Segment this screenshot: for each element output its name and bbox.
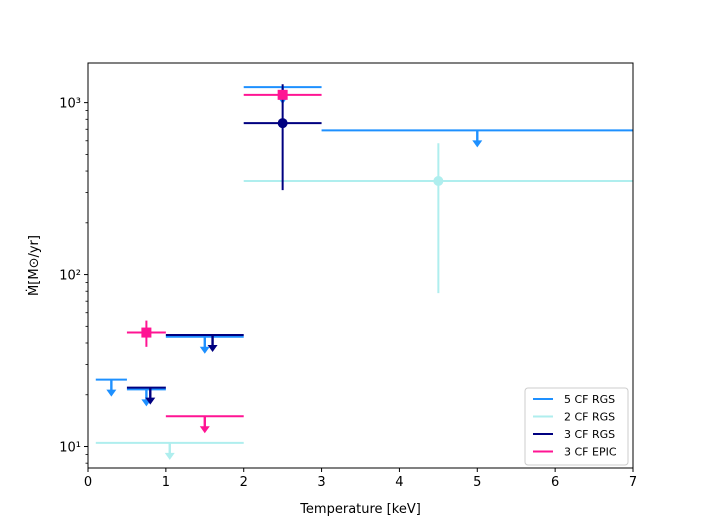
- 5-cf-rgs-arrow-head: [106, 389, 117, 397]
- 2-cf-rgs-marker: [433, 176, 444, 187]
- axes-layer: 0 1 2 3 4 5 6 7 10¹ 10² 10³: [59, 97, 637, 490]
- x-tick-label: 3: [317, 475, 325, 490]
- 5-cf-rgs-arrow-head: [199, 346, 210, 354]
- legend-label: 5 CF RGS: [564, 393, 615, 406]
- 5-cf-rgs-arrow-head: [472, 140, 483, 148]
- 3-cf-epic-marker: [277, 89, 288, 100]
- y-tick-label: 10¹: [59, 441, 81, 456]
- x-tick-label: 6: [551, 475, 559, 490]
- x-tick-label: 1: [162, 475, 170, 490]
- legend-label: 3 CF EPIC: [564, 446, 617, 459]
- series-3-cf-rgs: [126, 84, 322, 405]
- 3-cf-rgs-arrow-head: [207, 345, 218, 353]
- 3-cf-epic-marker: [141, 327, 152, 338]
- y-axis-label: Ṁ[M⊙/yr]: [26, 235, 42, 296]
- x-axis-label: Temperature [keV]: [299, 502, 421, 517]
- 3-cf-rgs-marker: [277, 118, 288, 129]
- x-tick-label: 2: [240, 475, 248, 490]
- y-tick-label: 10²: [59, 269, 81, 284]
- x-tick-label: 5: [473, 475, 481, 490]
- 3-cf-rgs-arrow-head: [145, 397, 156, 405]
- axes-frame: [87, 62, 634, 469]
- legend-box: [524, 387, 629, 466]
- 3-cf-epic-arrow-head: [199, 426, 210, 434]
- series-2-cf-rgs: [95, 143, 633, 460]
- legend-label: 3 CF RGS: [564, 428, 615, 441]
- legend: 5 CF RGS 2 CF RGS 3 CF RGS 3 CF EPIC: [524, 387, 629, 466]
- y-tick-label: 10³: [59, 97, 81, 112]
- 2-cf-rgs-arrow-head: [164, 452, 175, 460]
- x-tick-label: 7: [629, 475, 637, 490]
- x-tick-label: 0: [84, 475, 92, 490]
- series-3-cf-epic: [126, 89, 322, 434]
- plot-layer: [95, 84, 633, 460]
- x-tick-label: 4: [395, 475, 403, 490]
- legend-label: 2 CF RGS: [564, 411, 615, 424]
